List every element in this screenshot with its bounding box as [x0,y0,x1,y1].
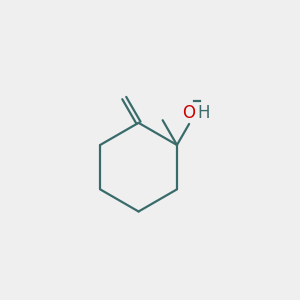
Text: H: H [198,103,210,122]
Text: O: O [183,103,196,122]
